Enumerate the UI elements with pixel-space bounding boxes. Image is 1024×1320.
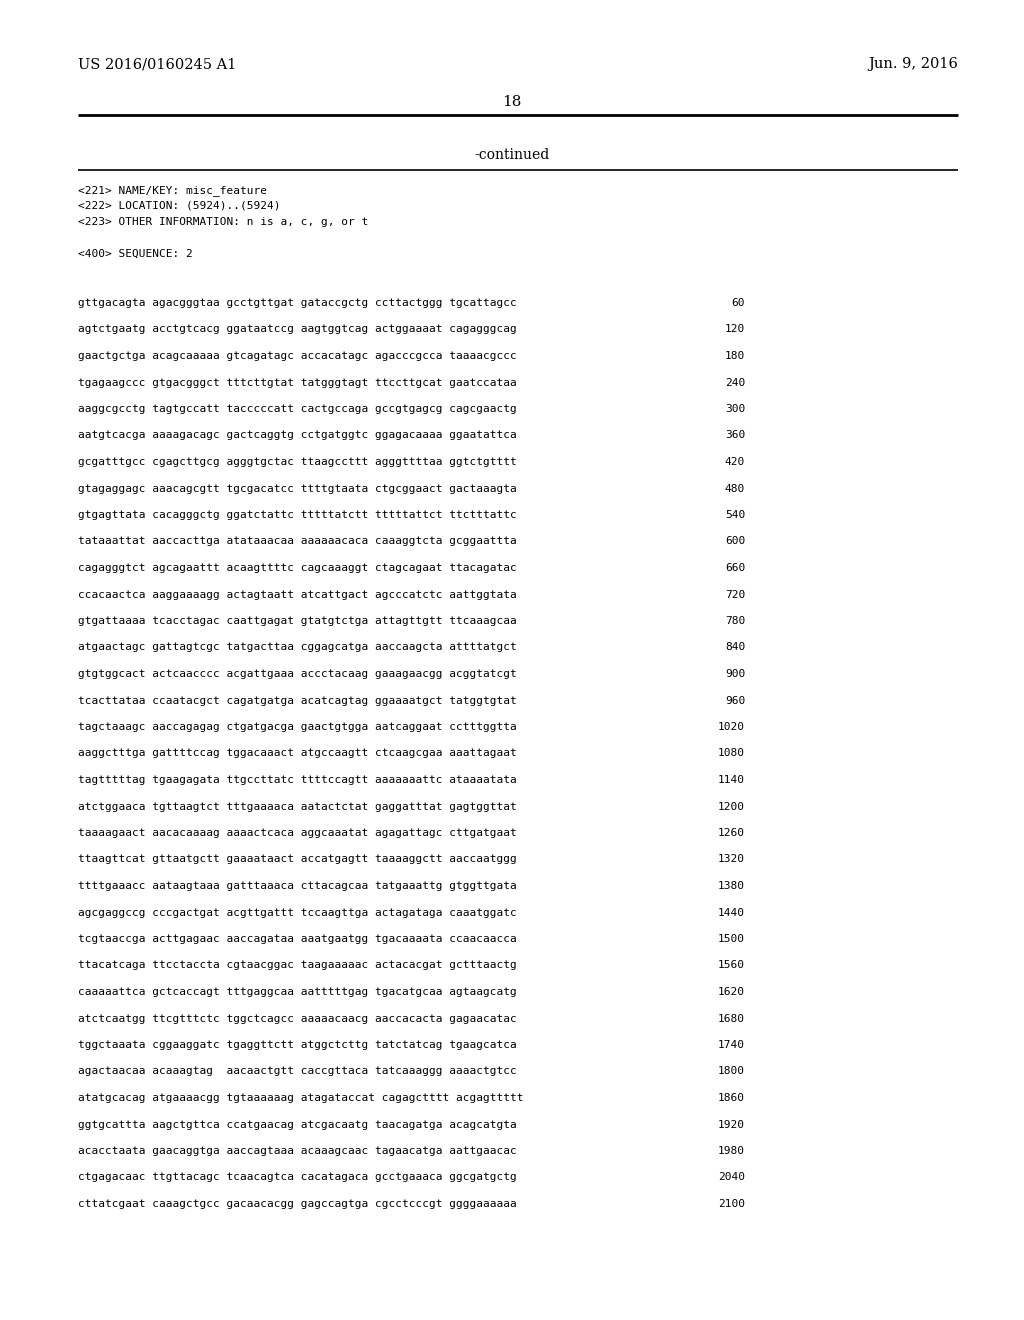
Text: agtctgaatg acctgtcacg ggataatccg aagtggtcag actggaaaat cagagggcag: agtctgaatg acctgtcacg ggataatccg aagtggt…	[78, 325, 517, 334]
Text: gaactgctga acagcaaaaa gtcagatagc accacatagc agacccgcca taaaacgccc: gaactgctga acagcaaaaa gtcagatagc accacat…	[78, 351, 517, 360]
Text: 2040: 2040	[718, 1172, 745, 1183]
Text: agcgaggccg cccgactgat acgttgattt tccaagttga actagataga caaatggatc: agcgaggccg cccgactgat acgttgattt tccaagt…	[78, 908, 517, 917]
Text: <400> SEQUENCE: 2: <400> SEQUENCE: 2	[78, 249, 193, 259]
Text: gtgattaaaa tcacctagac caattgagat gtatgtctga attagttgtt ttcaaagcaa: gtgattaaaa tcacctagac caattgagat gtatgtc…	[78, 616, 517, 626]
Text: 1260: 1260	[718, 828, 745, 838]
Text: 1740: 1740	[718, 1040, 745, 1049]
Text: 600: 600	[725, 536, 745, 546]
Text: tataaattat aaccacttga atataaacaa aaaaaacaca caaaggtcta gcggaattta: tataaattat aaccacttga atataaacaa aaaaaac…	[78, 536, 517, 546]
Text: 1140: 1140	[718, 775, 745, 785]
Text: atctcaatgg ttcgtttctc tggctcagcc aaaaacaacg aaccacacta gagaacatac: atctcaatgg ttcgtttctc tggctcagcc aaaaaca…	[78, 1014, 517, 1023]
Text: taaaagaact aacacaaaag aaaactcaca aggcaaatat agagattagc cttgatgaat: taaaagaact aacacaaaag aaaactcaca aggcaaa…	[78, 828, 517, 838]
Text: ctgagacaac ttgttacagc tcaacagtca cacatagaca gcctgaaaca ggcgatgctg: ctgagacaac ttgttacagc tcaacagtca cacatag…	[78, 1172, 517, 1183]
Text: 1380: 1380	[718, 880, 745, 891]
Text: tcgtaaccga acttgagaac aaccagataa aaatgaatgg tgacaaaata ccaacaacca: tcgtaaccga acttgagaac aaccagataa aaatgaa…	[78, 935, 517, 944]
Text: ttttgaaacc aataagtaaa gatttaaaca cttacagcaa tatgaaattg gtggttgata: ttttgaaacc aataagtaaa gatttaaaca cttacag…	[78, 880, 517, 891]
Text: 540: 540	[725, 510, 745, 520]
Text: 1980: 1980	[718, 1146, 745, 1156]
Text: ttaagttcat gttaatgctt gaaaataact accatgagtt taaaaggctt aaccaatggg: ttaagttcat gttaatgctt gaaaataact accatga…	[78, 854, 517, 865]
Text: 300: 300	[725, 404, 745, 414]
Text: 1920: 1920	[718, 1119, 745, 1130]
Text: caaaaattca gctcaccagt tttgaggcaa aatttttgag tgacatgcaa agtaagcatg: caaaaattca gctcaccagt tttgaggcaa aattttt…	[78, 987, 517, 997]
Text: -continued: -continued	[474, 148, 550, 162]
Text: 1680: 1680	[718, 1014, 745, 1023]
Text: ttacatcaga ttcctaccta cgtaacggac taagaaaaac actacacgat gctttaactg: ttacatcaga ttcctaccta cgtaacggac taagaaa…	[78, 961, 517, 970]
Text: Jun. 9, 2016: Jun. 9, 2016	[868, 57, 958, 71]
Text: 1080: 1080	[718, 748, 745, 759]
Text: tagctaaagc aaccagagag ctgatgacga gaactgtgga aatcaggaat cctttggtta: tagctaaagc aaccagagag ctgatgacga gaactgt…	[78, 722, 517, 733]
Text: 18: 18	[503, 95, 521, 110]
Text: 1200: 1200	[718, 801, 745, 812]
Text: <223> OTHER INFORMATION: n is a, c, g, or t: <223> OTHER INFORMATION: n is a, c, g, o…	[78, 216, 369, 227]
Text: acacctaata gaacaggtga aaccagtaaa acaaagcaac tagaacatga aattgaacac: acacctaata gaacaggtga aaccagtaaa acaaagc…	[78, 1146, 517, 1156]
Text: tagtttttag tgaagagata ttgccttatc ttttccagtt aaaaaaattc ataaaatata: tagtttttag tgaagagata ttgccttatc ttttcca…	[78, 775, 517, 785]
Text: tgagaagccc gtgacgggct tttcttgtat tatgggtagt ttccttgcat gaatccataa: tgagaagccc gtgacgggct tttcttgtat tatgggt…	[78, 378, 517, 388]
Text: 900: 900	[725, 669, 745, 678]
Text: aatgtcacga aaaagacagc gactcaggtg cctgatggtc ggagacaaaa ggaatattca: aatgtcacga aaaagacagc gactcaggtg cctgatg…	[78, 430, 517, 441]
Text: atgaactagc gattagtcgc tatgacttaa cggagcatga aaccaagcta attttatgct: atgaactagc gattagtcgc tatgacttaa cggagca…	[78, 643, 517, 652]
Text: cttatcgaat caaagctgcc gacaacacgg gagccagtga cgcctcccgt ggggaaaaaa: cttatcgaat caaagctgcc gacaacacgg gagccag…	[78, 1199, 517, 1209]
Text: 1860: 1860	[718, 1093, 745, 1104]
Text: 120: 120	[725, 325, 745, 334]
Text: gtagaggagc aaacagcgtt tgcgacatcc ttttgtaata ctgcggaact gactaaagta: gtagaggagc aaacagcgtt tgcgacatcc ttttgta…	[78, 483, 517, 494]
Text: 1620: 1620	[718, 987, 745, 997]
Text: <222> LOCATION: (5924)..(5924): <222> LOCATION: (5924)..(5924)	[78, 201, 281, 211]
Text: 1320: 1320	[718, 854, 745, 865]
Text: 1800: 1800	[718, 1067, 745, 1077]
Text: gtgtggcact actcaacccc acgattgaaa accctacaag gaaagaacgg acggtatcgt: gtgtggcact actcaacccc acgattgaaa accctac…	[78, 669, 517, 678]
Text: tcacttataa ccaatacgct cagatgatga acatcagtag ggaaaatgct tatggtgtat: tcacttataa ccaatacgct cagatgatga acatcag…	[78, 696, 517, 705]
Text: atctggaaca tgttaagtct tttgaaaaca aatactctat gaggatttat gagtggttat: atctggaaca tgttaagtct tttgaaaaca aatactc…	[78, 801, 517, 812]
Text: 480: 480	[725, 483, 745, 494]
Text: US 2016/0160245 A1: US 2016/0160245 A1	[78, 57, 237, 71]
Text: 720: 720	[725, 590, 745, 599]
Text: 60: 60	[731, 298, 745, 308]
Text: 360: 360	[725, 430, 745, 441]
Text: 660: 660	[725, 564, 745, 573]
Text: 420: 420	[725, 457, 745, 467]
Text: aaggctttga gattttccag tggacaaact atgccaagtt ctcaagcgaa aaattagaat: aaggctttga gattttccag tggacaaact atgccaa…	[78, 748, 517, 759]
Text: 1020: 1020	[718, 722, 745, 733]
Text: ccacaactca aaggaaaagg actagtaatt atcattgact agcccatctc aattggtata: ccacaactca aaggaaaagg actagtaatt atcattg…	[78, 590, 517, 599]
Text: 1500: 1500	[718, 935, 745, 944]
Text: tggctaaata cggaaggatc tgaggttctt atggctcttg tatctatcag tgaagcatca: tggctaaata cggaaggatc tgaggttctt atggctc…	[78, 1040, 517, 1049]
Text: atatgcacag atgaaaacgg tgtaaaaaag atagataccat cagagctttt acgagttttt: atatgcacag atgaaaacgg tgtaaaaaag atagata…	[78, 1093, 523, 1104]
Text: 840: 840	[725, 643, 745, 652]
Text: 1560: 1560	[718, 961, 745, 970]
Text: ggtgcattta aagctgttca ccatgaacag atcgacaatg taacagatga acagcatgta: ggtgcattta aagctgttca ccatgaacag atcgaca…	[78, 1119, 517, 1130]
Text: gcgatttgcc cgagcttgcg agggtgctac ttaagccttt agggttttaa ggtctgtttt: gcgatttgcc cgagcttgcg agggtgctac ttaagcc…	[78, 457, 517, 467]
Text: 1440: 1440	[718, 908, 745, 917]
Text: gtgagttata cacagggctg ggatctattc tttttatctt tttttattct ttctttattc: gtgagttata cacagggctg ggatctattc tttttat…	[78, 510, 517, 520]
Text: <221> NAME/KEY: misc_feature: <221> NAME/KEY: misc_feature	[78, 185, 267, 195]
Text: aaggcgcctg tagtgccatt tacccccatt cactgccaga gccgtgagcg cagcgaactg: aaggcgcctg tagtgccatt tacccccatt cactgcc…	[78, 404, 517, 414]
Text: 2100: 2100	[718, 1199, 745, 1209]
Text: gttgacagta agacgggtaa gcctgttgat gataccgctg ccttactggg tgcattagcc: gttgacagta agacgggtaa gcctgttgat gataccg…	[78, 298, 517, 308]
Text: cagagggtct agcagaattt acaagttttc cagcaaaggt ctagcagaat ttacagatac: cagagggtct agcagaattt acaagttttc cagcaaa…	[78, 564, 517, 573]
Text: 960: 960	[725, 696, 745, 705]
Text: 780: 780	[725, 616, 745, 626]
Text: 180: 180	[725, 351, 745, 360]
Text: agactaacaa acaaagtag  aacaactgtt caccgttaca tatcaaaggg aaaactgtcc: agactaacaa acaaagtag aacaactgtt caccgtta…	[78, 1067, 517, 1077]
Text: 240: 240	[725, 378, 745, 388]
